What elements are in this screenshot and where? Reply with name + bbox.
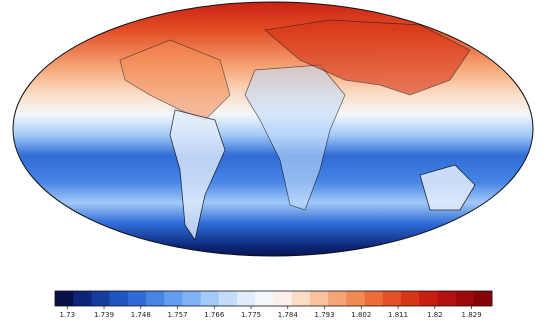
colorbar-tick-label: 1.766 [204, 311, 225, 319]
colorbar-segment [146, 291, 165, 306]
colorbar-tick-label: 1.748 [131, 311, 151, 319]
colorbar-tick-label: 1.829 [462, 311, 482, 319]
colorbar-segment [109, 291, 129, 306]
colorbar-tick-label: 1.811 [388, 311, 408, 319]
colorbar-segment [218, 291, 238, 306]
colorbar-tick-label: 1.82 [427, 311, 443, 319]
colorbar-segment [328, 291, 347, 306]
colorbar-segment [91, 291, 110, 306]
colorbar-segment [255, 291, 274, 306]
colorbar-frame [54, 290, 493, 307]
colorbar-segment [237, 291, 256, 306]
colorbar-segment [73, 291, 92, 306]
colorbar-segment [346, 291, 365, 306]
colorbar-segment [400, 291, 420, 306]
colorbar-segment [200, 291, 220, 306]
colorbar-tick-label: 1.757 [167, 311, 187, 319]
colorbar-segment [164, 291, 183, 306]
colorbar-segment [55, 291, 74, 306]
colorbar-tick-label: 1.793 [315, 311, 335, 319]
colorbar-segment [455, 291, 475, 306]
colorbar-tick-label: 1.739 [94, 311, 114, 319]
colorbar-segment [309, 291, 329, 306]
colorbar-tick-label: 1.784 [278, 311, 299, 319]
colorbar: 1.73 1.739 1.748 1.757 1.766 1.775 1.784 1.793 1… [54, 290, 493, 319]
colorbar-segment [437, 291, 456, 306]
colorbar-segment [382, 291, 402, 306]
colorbar-tick-label: 1.775 [241, 311, 261, 319]
colorbar-tick-label: 1.73 [59, 311, 75, 319]
colorbar-segment [473, 291, 493, 306]
colorbar-segment [419, 291, 438, 306]
map-body [13, 2, 533, 256]
colorbar-segment [127, 291, 147, 306]
colorbar-tick-label: 1.802 [351, 311, 371, 319]
colorbar-segment [182, 291, 201, 306]
colorbar-segment [364, 291, 384, 306]
colorbar-segment [273, 291, 293, 306]
colorbar-segment [291, 291, 311, 306]
